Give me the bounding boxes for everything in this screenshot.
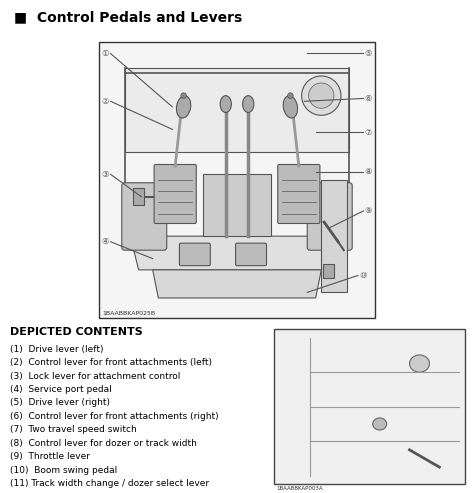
Polygon shape bbox=[130, 236, 344, 270]
Text: ⑤: ⑤ bbox=[365, 49, 373, 58]
Text: (1)  Drive lever (left): (1) Drive lever (left) bbox=[10, 345, 104, 353]
Text: DEPICTED CONTENTS: DEPICTED CONTENTS bbox=[10, 327, 143, 337]
Text: ⑦: ⑦ bbox=[365, 128, 373, 137]
Ellipse shape bbox=[288, 93, 293, 99]
Text: (10)  Boom swing pedal: (10) Boom swing pedal bbox=[10, 466, 118, 475]
Text: ■  Control Pedals and Levers: ■ Control Pedals and Levers bbox=[14, 11, 243, 25]
Text: ⑥: ⑥ bbox=[365, 94, 373, 103]
Text: ③: ③ bbox=[101, 170, 109, 179]
Bar bbox=[321, 180, 346, 292]
Text: ②: ② bbox=[101, 97, 109, 106]
Ellipse shape bbox=[373, 418, 387, 430]
Polygon shape bbox=[153, 270, 321, 298]
Text: (4)  Service port pedal: (4) Service port pedal bbox=[10, 385, 112, 394]
FancyBboxPatch shape bbox=[179, 243, 210, 266]
Text: 1BAABBKAP003A: 1BAABBKAP003A bbox=[276, 486, 323, 491]
FancyBboxPatch shape bbox=[122, 183, 167, 250]
Ellipse shape bbox=[181, 93, 186, 99]
Text: (11) Track width change / dozer select lever: (11) Track width change / dozer select l… bbox=[10, 479, 209, 488]
Text: (5)  Drive lever (right): (5) Drive lever (right) bbox=[10, 398, 110, 407]
FancyBboxPatch shape bbox=[154, 165, 196, 223]
Text: ⑨: ⑨ bbox=[365, 207, 373, 215]
Bar bbox=[133, 188, 144, 205]
Text: (8)  Control lever for dozer or track width: (8) Control lever for dozer or track wid… bbox=[10, 439, 197, 448]
Ellipse shape bbox=[301, 76, 341, 115]
Bar bbox=[323, 264, 334, 278]
Text: ④: ④ bbox=[101, 237, 109, 246]
Text: ⑩: ⑩ bbox=[359, 271, 367, 280]
Ellipse shape bbox=[283, 96, 298, 118]
Ellipse shape bbox=[176, 96, 191, 118]
Ellipse shape bbox=[309, 83, 334, 108]
Text: (7)  Two travel speed switch: (7) Two travel speed switch bbox=[10, 425, 137, 434]
Ellipse shape bbox=[220, 96, 231, 112]
Text: ①: ① bbox=[101, 49, 109, 58]
Text: (6)  Control lever for front attachments (right): (6) Control lever for front attachments … bbox=[10, 412, 219, 421]
Text: (3)  Lock lever for attachment control: (3) Lock lever for attachment control bbox=[10, 372, 181, 381]
Bar bbox=[203, 175, 271, 236]
FancyBboxPatch shape bbox=[278, 165, 320, 223]
Text: (2)  Control lever for front attachments (left): (2) Control lever for front attachments … bbox=[10, 358, 212, 367]
FancyBboxPatch shape bbox=[236, 243, 266, 266]
Bar bbox=[125, 68, 349, 152]
Text: ⑧: ⑧ bbox=[365, 167, 373, 176]
Ellipse shape bbox=[243, 96, 254, 112]
Text: 1BAABBKAP025B: 1BAABBKAP025B bbox=[102, 311, 155, 316]
Ellipse shape bbox=[410, 355, 429, 372]
Text: (9)  Throttle lever: (9) Throttle lever bbox=[10, 452, 90, 461]
FancyBboxPatch shape bbox=[307, 183, 352, 250]
